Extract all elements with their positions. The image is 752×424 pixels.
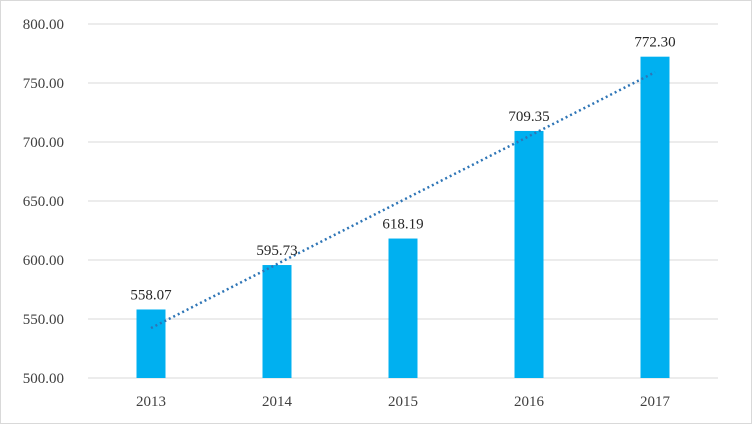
x-category-label: 2017 xyxy=(640,394,671,410)
x-category-label: 2014 xyxy=(262,394,293,410)
data-label-2014: 595.73 xyxy=(256,243,297,259)
gridlines xyxy=(88,23,718,379)
x-axis-categories: 2013 2014 2015 2016 2017 xyxy=(136,394,671,410)
data-label-2017: 772.30 xyxy=(634,35,675,51)
bars xyxy=(136,56,670,378)
data-label-2015: 618.19 xyxy=(382,217,423,233)
data-labels: 558.07 595.73 618.19 709.35 772.30 xyxy=(130,35,675,304)
y-tick-label: 550.00 xyxy=(23,312,64,328)
y-tick-label: 750.00 xyxy=(23,76,64,92)
y-tick-label: 500.00 xyxy=(23,371,64,387)
x-category-label: 2015 xyxy=(388,394,418,410)
bar-2016 xyxy=(514,130,544,378)
y-tick-label: 650.00 xyxy=(23,194,64,210)
data-label-2016: 709.35 xyxy=(508,109,549,125)
bar-2014 xyxy=(262,265,292,378)
y-tick-label: 600.00 xyxy=(23,253,64,269)
x-category-label: 2013 xyxy=(136,394,166,410)
y-axis-ticks: 500.00 550.00 600.00 650.00 700.00 750.00 800.… xyxy=(23,17,64,387)
bar-2013 xyxy=(136,309,166,378)
trendline xyxy=(150,71,656,330)
trendline-layer xyxy=(150,71,656,330)
y-tick-label: 800.00 xyxy=(23,17,64,33)
bar-2015 xyxy=(388,238,418,378)
data-label-2013: 558.07 xyxy=(130,287,172,303)
y-tick-label: 700.00 xyxy=(23,135,64,151)
x-category-label: 2016 xyxy=(514,394,545,410)
bar-2017 xyxy=(640,56,670,378)
